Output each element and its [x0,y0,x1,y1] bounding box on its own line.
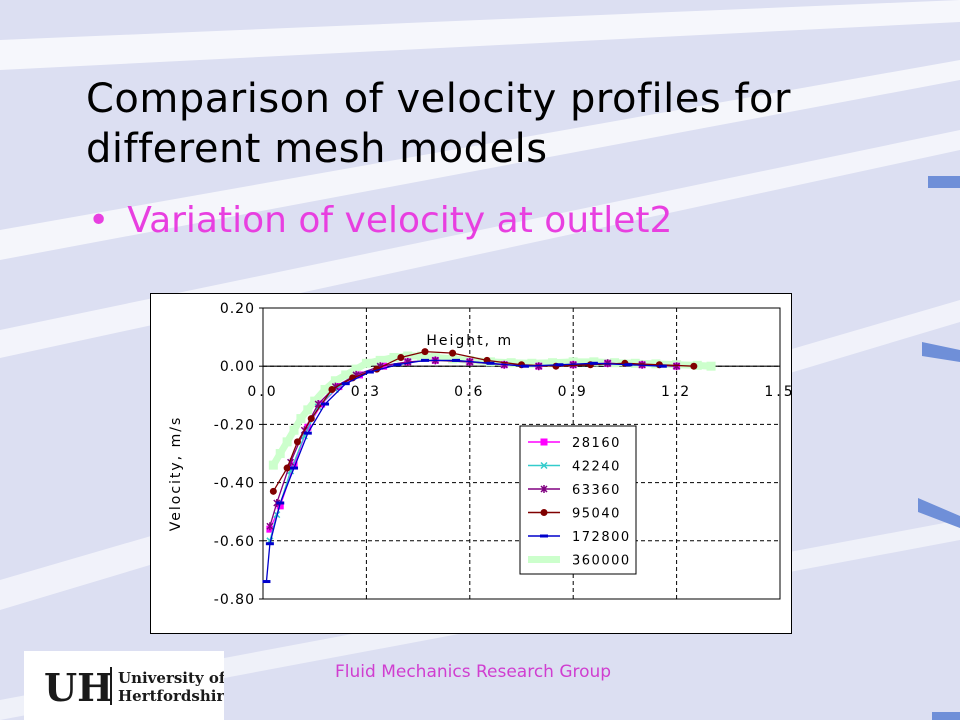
data-point-95040 [269,487,277,495]
data-point-172800 [520,364,529,368]
data-point-95040 [690,362,698,370]
legend-marker-172800 [540,534,548,538]
logo-mark: UH [44,665,113,710]
slide-title: Comparison of velocity profiles for diff… [86,76,791,172]
data-point-360000 [282,437,292,447]
legend-label-360000: 360000 [572,554,631,569]
data-point-95040 [283,464,291,472]
legend-marker-42240 [540,461,548,470]
data-point-360000 [375,355,385,365]
data-point-172800 [341,382,350,386]
x-tick-label: 1.2 [661,384,692,400]
data-point-172800 [624,363,633,367]
legend-label-95040: 95040 [572,507,621,522]
legend-label-63360: 63360 [572,483,621,498]
y-tick-label: 0.20 [220,301,255,317]
data-point-95040 [449,349,457,357]
data-point-360000 [296,414,306,424]
data-point-360000 [330,376,340,386]
university-logo: UH University of Hertfordshire [24,651,234,720]
data-point-95040 [397,353,405,361]
legend-label-28160: 28160 [572,436,621,451]
data-point-172800 [555,363,564,367]
data-point-360000 [417,351,427,361]
data-point-63360 [673,362,681,371]
data-point-28160 [290,461,298,469]
velocity-chart: 0.20 0.00 -0.20 -0.40 -0.60 -0.80 0.0 0.3 0.6 0.9… [150,293,792,634]
data-point-172800 [658,364,667,368]
data-point-172800 [365,370,374,374]
data-point-360000 [506,358,516,368]
edge-accent-4 [932,712,960,720]
data-point-360000 [310,396,320,406]
bullet-text: Variation of velocity at outlet2 [127,200,673,241]
data-point-360000 [320,384,330,394]
data-point-95040 [421,348,429,356]
legend-label-42240: 42240 [572,460,621,475]
data-point-360000 [351,364,361,374]
data-point-172800 [265,542,274,546]
bullet-dot: • [88,200,110,241]
data-point-360000 [706,361,716,371]
data-point-360000 [275,449,285,458]
data-point-172800 [486,361,495,365]
x-axis-title: Height, m [426,333,513,349]
x-tick-label: 0.6 [454,384,485,400]
data-point-172800 [420,358,429,362]
data-point-360000 [610,358,620,368]
data-point-28160 [276,502,284,510]
y-tick-label: -0.60 [214,534,255,550]
data-point-360000 [692,360,702,370]
legend-marker-63360 [540,485,548,493]
legend-marker-95040 [540,509,548,516]
data-point-360000 [289,425,299,435]
logo-line1: University of [118,669,224,687]
x-tick-label: 0.0 [247,384,278,400]
data-point-95040 [307,415,315,423]
data-point-360000 [361,358,371,368]
y-axis-title: Velocity, m/s [168,416,184,531]
data-point-172800 [262,580,271,584]
data-point-95040 [293,438,301,446]
y-tick-label: -0.80 [214,592,255,608]
data-point-360000 [651,359,661,369]
data-point-63360 [266,522,274,531]
bullet-item: • Variation of velocity at outlet2 [88,200,672,241]
data-point-360000 [268,460,278,470]
data-point-360000 [389,352,399,362]
x-tick-label: 0.9 [558,384,589,400]
legend-marker-28160 [540,438,548,446]
data-point-172800 [452,358,461,362]
logo-line2: Hertfordshire [118,687,224,705]
data-point-95040 [328,385,336,393]
y-tick-label: -0.40 [214,476,255,492]
y-tick-label: -0.20 [214,417,255,433]
edge-accent-3 [918,498,960,528]
edge-accent-1 [928,176,960,188]
footer-text: Fluid Mechanics Research Group [335,662,612,682]
data-point-360000 [303,405,313,415]
x-tick-label: 0.3 [351,384,382,400]
data-point-172800 [393,363,402,367]
legend-label-172800: 172800 [572,530,631,545]
data-point-172800 [290,466,299,470]
y-tick-label: 0.00 [220,359,255,375]
x-tick-label: 1.5 [764,384,792,400]
data-point-360000 [527,358,537,368]
data-point-172800 [303,431,312,435]
data-point-172800 [321,402,330,406]
data-point-172800 [276,501,285,505]
data-point-172800 [589,361,598,365]
edge-accent-2 [922,342,960,362]
logo-graphic: UH University of Hertfordshire [44,665,234,710]
data-point-360000 [341,370,351,380]
data-point-360000 [548,358,558,368]
legend-marker-360000 [540,556,548,563]
legend-box [519,425,637,575]
